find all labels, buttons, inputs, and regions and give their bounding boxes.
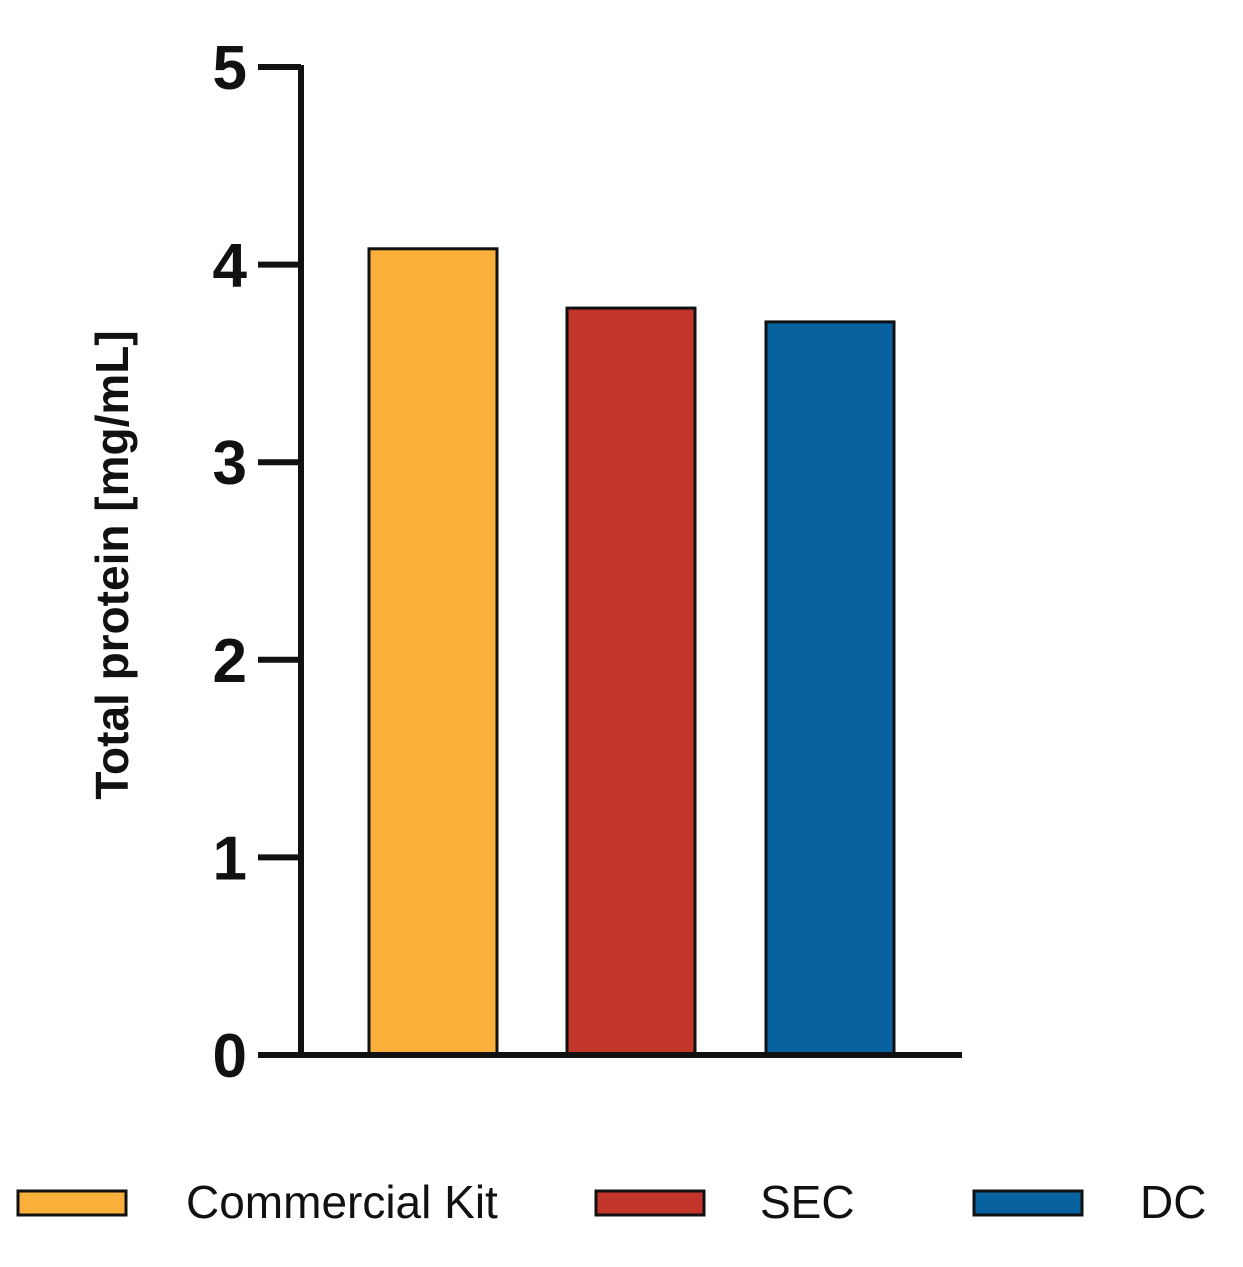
y-tick-label: 2 — [213, 627, 247, 696]
y-tick-label: 1 — [213, 824, 247, 893]
legend-swatch-sec — [594, 1189, 706, 1217]
y-tick-label: 5 — [213, 34, 247, 103]
legend-label-sec: SEC — [760, 1176, 855, 1228]
legend: Commercial Kit SEC DC — [16, 1176, 1206, 1228]
bar-commercial-kit — [367, 247, 499, 1057]
bar-sec — [565, 306, 697, 1057]
y-ticks: 0 1 2 3 4 5 — [213, 34, 301, 1091]
bars-layer — [367, 247, 896, 1057]
y-tick-label: 3 — [213, 429, 247, 498]
y-axis-title: Total protein [mg/mL] — [86, 330, 138, 799]
legend-label-dc: DC — [1140, 1176, 1206, 1228]
bar-dc — [764, 320, 896, 1057]
legend-swatch-dc — [972, 1189, 1084, 1217]
y-tick-label: 0 — [213, 1022, 247, 1091]
y-tick-label: 4 — [213, 232, 248, 301]
axes-layer — [258, 65, 962, 1058]
legend-label-commercial-kit: Commercial Kit — [186, 1176, 498, 1228]
legend-swatch-commercial-kit — [16, 1189, 128, 1217]
